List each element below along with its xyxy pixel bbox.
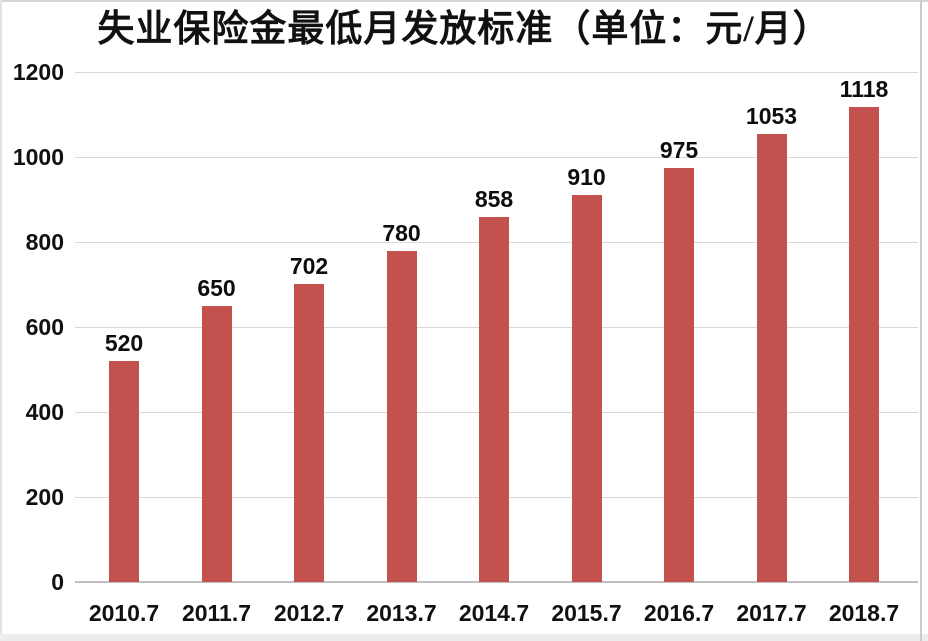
- bar-value-label: 858: [474, 186, 514, 213]
- bar-value-label: 975: [659, 136, 699, 163]
- page-edge-left: [0, 0, 2, 641]
- bar-2014.7: [479, 217, 509, 582]
- bar-2013.7: [386, 250, 417, 582]
- gridline: [75, 157, 918, 158]
- bar-2011.7: [201, 305, 232, 582]
- bar-2017.7: [756, 134, 787, 582]
- x-tick-label: 2014.7: [458, 600, 530, 626]
- y-tick-label: 1200: [12, 59, 64, 85]
- bar-2010.7: [109, 361, 139, 582]
- gridline: [75, 72, 918, 73]
- y-tick-label: 0: [51, 569, 64, 595]
- bar-value-label: 702: [289, 252, 329, 279]
- y-tick-label: 600: [25, 314, 64, 340]
- x-tick-label: 2016.7: [643, 600, 715, 626]
- bar-2012.7: [294, 283, 324, 582]
- bar-2018.7: [849, 106, 879, 582]
- x-tick-label: 2015.7: [551, 600, 622, 626]
- page-edge-right: [920, 0, 922, 641]
- x-tick-label: 2010.7: [88, 600, 160, 626]
- bar-value-label: 650: [197, 274, 236, 301]
- chart-title: 失业保险金最低月发放标准（单位：元/月）: [97, 9, 831, 50]
- bar-value-label: 910: [567, 164, 606, 191]
- y-tick-label: 800: [25, 229, 64, 255]
- x-tick-label: 2018.7: [828, 600, 900, 626]
- y-tick-label: 200: [25, 484, 64, 510]
- y-tick-label: 400: [25, 399, 64, 425]
- x-tick-label: 2013.7: [366, 600, 437, 626]
- bar-value-label: 520: [104, 330, 144, 356]
- page-edge-top: [0, 0, 928, 2]
- x-tick-label: 2017.7: [736, 600, 807, 626]
- bar-value-label: 1118: [839, 75, 889, 102]
- bar-2015.7: [571, 195, 602, 582]
- x-tick-label: 2012.7: [273, 600, 345, 626]
- x-axis-line: [75, 581, 918, 583]
- bar-value-label: 780: [382, 219, 421, 246]
- bar-2016.7: [664, 167, 694, 582]
- y-tick-label: 1000: [12, 144, 64, 170]
- x-tick-label: 2011.7: [181, 600, 252, 626]
- page-edge-bottom: [0, 634, 928, 641]
- bar-value-label: 1053: [745, 103, 798, 130]
